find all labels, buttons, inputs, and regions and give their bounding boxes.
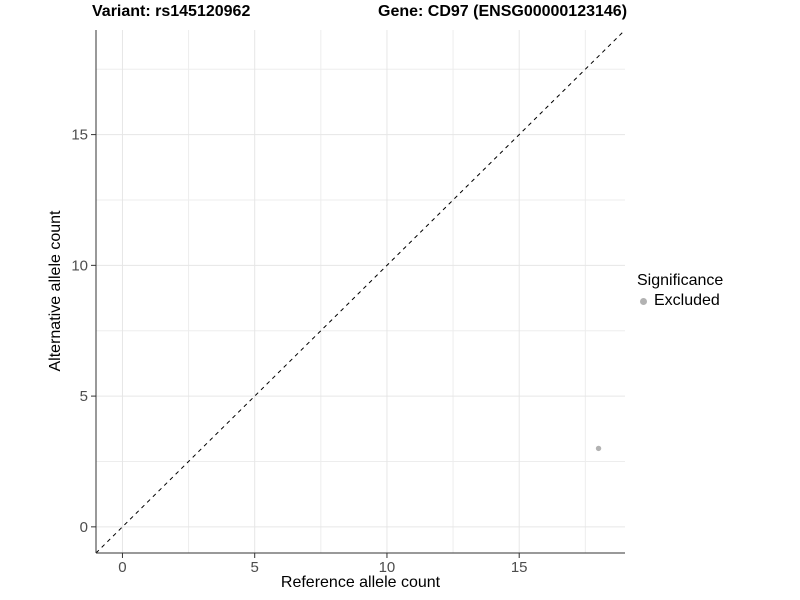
legend: Significance Excluded bbox=[637, 272, 723, 310]
plot-title-gene: Gene: CD97 (ENSG00000123146) bbox=[378, 3, 628, 20]
gridlines-major bbox=[96, 30, 625, 553]
svg-text:5: 5 bbox=[80, 388, 88, 405]
legend-title: Significance bbox=[637, 272, 724, 289]
svg-text:0: 0 bbox=[80, 519, 88, 536]
axis-lines bbox=[95, 30, 625, 554]
svg-text:15: 15 bbox=[511, 559, 528, 576]
axis-tick-marks bbox=[91, 134, 520, 558]
legend-item-excluded: Excluded bbox=[637, 292, 723, 310]
y-axis-title: Alternative allele count bbox=[47, 210, 64, 372]
svg-text:10: 10 bbox=[379, 559, 396, 576]
legend-item-label: Excluded bbox=[654, 292, 720, 309]
svg-text:5: 5 bbox=[251, 559, 259, 576]
plot-title-variant: Variant: rs145120962 bbox=[92, 3, 251, 20]
svg-text:0: 0 bbox=[118, 559, 126, 576]
legend-point-icon bbox=[640, 297, 647, 305]
svg-text:15: 15 bbox=[71, 127, 88, 144]
data-points bbox=[595, 445, 602, 452]
x-axis-title: Reference allele count bbox=[280, 574, 441, 591]
svg-text:10: 10 bbox=[71, 257, 88, 274]
axis-tick-labels: 0 5 10 15 0 5 10 15 bbox=[71, 127, 527, 576]
identity-dashed-line bbox=[95, 29, 626, 554]
gridlines-minor bbox=[96, 30, 625, 553]
